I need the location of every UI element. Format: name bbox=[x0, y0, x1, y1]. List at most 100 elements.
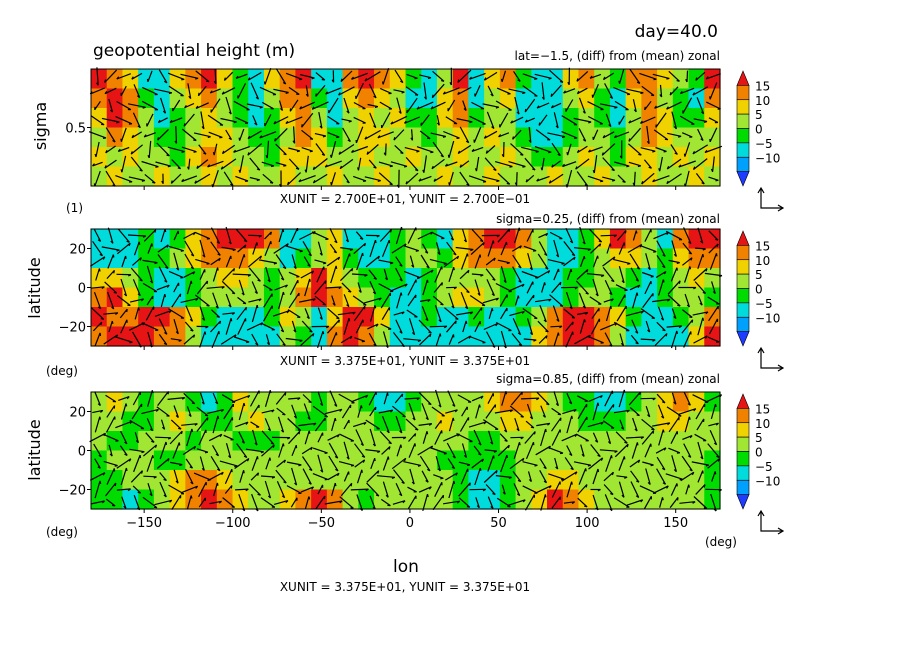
vector-arrow bbox=[247, 143, 263, 156]
vector-arrow bbox=[652, 73, 670, 79]
vector-arrow bbox=[120, 85, 127, 97]
vector-arrowhead bbox=[282, 81, 286, 85]
vector-arrowhead bbox=[256, 179, 260, 182]
vector-arrow bbox=[275, 162, 287, 167]
heatmap-cell bbox=[374, 248, 391, 269]
vector-arrow bbox=[535, 445, 551, 456]
vector-arrow bbox=[435, 242, 441, 255]
vector-arrow bbox=[448, 480, 455, 499]
vector-arrowhead bbox=[469, 76, 472, 80]
vector-arrow bbox=[695, 71, 706, 81]
vector-arrow bbox=[392, 405, 406, 418]
heatmap-cell bbox=[452, 431, 469, 452]
vector-arrowhead bbox=[223, 77, 226, 81]
vector-arrow bbox=[710, 493, 717, 512]
vector-arrow bbox=[145, 432, 155, 443]
vector-arrowhead bbox=[465, 140, 470, 144]
heatmap-cell bbox=[326, 450, 344, 471]
vector-arrow bbox=[288, 397, 301, 400]
heatmap-cell bbox=[499, 470, 517, 491]
vector-arrow bbox=[592, 494, 599, 511]
vector-arrow bbox=[199, 456, 205, 471]
heatmap-cell bbox=[547, 431, 564, 452]
heatmap-cell bbox=[374, 166, 391, 187]
vector-arrow bbox=[314, 280, 327, 295]
vector-arrowhead bbox=[426, 265, 430, 269]
vector-arrow bbox=[551, 496, 561, 509]
vector-arrow bbox=[405, 86, 419, 96]
vector-arrow bbox=[471, 458, 484, 469]
vector-arrowhead bbox=[588, 149, 591, 153]
vector-arrow bbox=[355, 126, 364, 144]
vector-arrowhead bbox=[658, 168, 661, 172]
vector-arrow bbox=[146, 455, 154, 472]
vector-arrowhead bbox=[556, 254, 560, 258]
vector-arrow bbox=[131, 72, 143, 80]
vector-arrow bbox=[539, 304, 547, 323]
vector-arrow bbox=[275, 68, 287, 85]
vector-arrow bbox=[302, 468, 312, 485]
vector-arrow bbox=[251, 304, 258, 323]
vector-arrow bbox=[167, 146, 185, 153]
vector-arrowhead bbox=[193, 334, 196, 338]
heatmap-cell bbox=[484, 166, 501, 187]
x-axis-unit: (deg) bbox=[705, 535, 737, 549]
vector-arrow bbox=[499, 433, 508, 442]
vector-arrowhead bbox=[447, 154, 450, 158]
vector-arrow bbox=[692, 394, 709, 403]
vector-arrowhead bbox=[674, 152, 678, 155]
vector-arrow bbox=[311, 101, 329, 110]
heatmap-cell bbox=[578, 287, 595, 308]
vector-arrow bbox=[305, 85, 309, 97]
vector-arrow bbox=[250, 472, 259, 481]
colorbar-segment bbox=[736, 99, 750, 115]
vector-arrowhead bbox=[714, 471, 717, 475]
vector-arrowhead bbox=[241, 292, 245, 296]
vector-arrowhead bbox=[504, 429, 508, 433]
vector-arrow bbox=[141, 322, 159, 331]
heatmap-cell bbox=[122, 69, 139, 90]
heatmap-cell bbox=[216, 450, 234, 471]
vector-arrow bbox=[94, 170, 101, 187]
x-tick-label: −50 bbox=[308, 516, 335, 531]
vector-arrowhead bbox=[175, 331, 179, 335]
heatmap-cell bbox=[106, 431, 124, 452]
vector-arrow bbox=[134, 432, 139, 443]
vector-arrowhead bbox=[683, 153, 686, 157]
vector-arrowhead bbox=[393, 137, 396, 141]
heatmap-cell bbox=[484, 470, 501, 491]
vector-arrow bbox=[592, 432, 599, 443]
panel1-yunit: (1) bbox=[66, 201, 83, 215]
vector-arrow bbox=[457, 144, 472, 155]
vector-arrow bbox=[549, 69, 564, 83]
vector-arrowhead bbox=[541, 96, 545, 100]
heatmap-cell bbox=[609, 248, 627, 269]
vector-arrow bbox=[655, 146, 667, 152]
vector-arrowhead bbox=[256, 168, 261, 171]
heatmap-cell bbox=[311, 248, 328, 269]
vector-arrow bbox=[683, 391, 691, 406]
vector-arrow bbox=[578, 97, 586, 114]
vector-arrow bbox=[343, 294, 350, 307]
vector-arrowhead bbox=[338, 319, 340, 323]
colorbar-segment bbox=[736, 408, 750, 424]
vector-arrowhead bbox=[139, 169, 143, 172]
vector-arrowhead bbox=[306, 316, 310, 320]
vector-arrowhead bbox=[247, 274, 251, 277]
vector-arrowhead bbox=[212, 152, 215, 156]
heatmap-cell bbox=[153, 166, 171, 187]
vector-arrow bbox=[447, 458, 456, 469]
vector-arrow bbox=[212, 267, 219, 282]
vector-arrowhead bbox=[213, 80, 217, 85]
heatmap-cell bbox=[405, 431, 422, 452]
vector-arrowhead bbox=[636, 292, 639, 296]
vector-arrowhead bbox=[522, 165, 526, 168]
vector-arrow bbox=[551, 160, 561, 168]
vector-arrowhead bbox=[322, 135, 326, 138]
vector-arrowhead bbox=[312, 180, 316, 184]
vector-arrow bbox=[525, 174, 535, 183]
vector-arrowhead bbox=[167, 458, 170, 462]
vector-arrowhead bbox=[701, 182, 705, 185]
vector-arrow bbox=[380, 323, 392, 330]
vector-arrow bbox=[618, 266, 625, 283]
